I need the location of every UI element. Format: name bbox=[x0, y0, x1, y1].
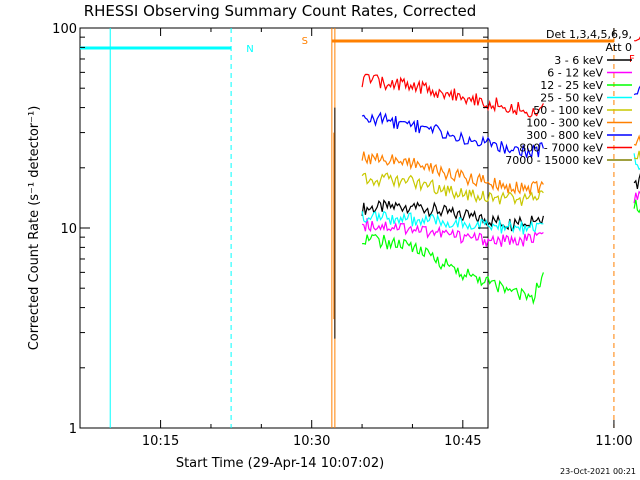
series-line-12-25-kev-seg2 bbox=[633, 199, 640, 214]
legend-label-300-800-kev: 300 - 800 keV bbox=[526, 129, 603, 142]
x-tick-label: 10:45 bbox=[444, 434, 481, 449]
saa-marker: S bbox=[302, 36, 308, 47]
legend-label-800-7000-kev: 800 - 7000 keV bbox=[519, 142, 603, 155]
y-tick-label: 10 bbox=[60, 222, 77, 237]
series-line-6-12-kev-seg1 bbox=[361, 218, 544, 247]
flare-marker: F bbox=[629, 54, 635, 65]
series-line-50-100-kev-seg1 bbox=[361, 172, 544, 206]
y-axis-label: Corrected Count Rate (s⁻¹ detector⁻¹) bbox=[27, 106, 42, 351]
legend-label-3-6-kev: 3 - 6 keV bbox=[554, 54, 603, 67]
series-lines bbox=[333, 36, 640, 339]
series-line-3-6-kev-seg1 bbox=[361, 199, 544, 232]
legend-label-25-50-kev: 25 - 50 keV bbox=[540, 92, 603, 105]
series-line-25-50-kev-seg1 bbox=[361, 210, 544, 235]
series-line-12-25-kev-seg1 bbox=[362, 233, 544, 306]
y-tick-label: 1 bbox=[69, 422, 77, 437]
x-tick-label: 10:30 bbox=[293, 434, 330, 449]
legend-label-12-25-kev: 12 - 25 keV bbox=[540, 79, 603, 92]
x-tick-label: 11:00 bbox=[595, 434, 632, 449]
series-line-300-800-kev-seg1 bbox=[361, 111, 544, 158]
x-tick-label: 10:15 bbox=[142, 434, 179, 449]
legend-label-50-100-kev: 50 - 100 keV bbox=[533, 104, 603, 117]
series-line-100-300-kev-seg1 bbox=[361, 151, 544, 195]
legend-label-6-12-kev: 6 - 12 keV bbox=[547, 67, 603, 80]
legend-det: Det 1,3,4,5,6,9, bbox=[546, 28, 632, 41]
chart-title: RHESSI Observing Summary Count Rates, Co… bbox=[84, 2, 477, 20]
timestamp: 23-Oct-2021 00:21 bbox=[560, 467, 636, 476]
legend-label-7000-15000-kev: 7000 - 15000 keV bbox=[505, 154, 603, 167]
legend-label-100-300-kev: 100 - 300 keV bbox=[526, 117, 603, 130]
series-line-800-7000-kev-seg1 bbox=[361, 73, 544, 118]
night-marker: N bbox=[246, 44, 253, 55]
legend-att: Att 0 bbox=[606, 41, 632, 54]
axes: 10:1510:3010:4511:0011:1511:3011:4511010… bbox=[52, 22, 632, 449]
series-line-800-7000-kev-seg2 bbox=[634, 36, 640, 42]
status-bars: N S F bbox=[80, 28, 635, 428]
y-tick-label: 100 bbox=[52, 22, 77, 37]
x-axis-label: Start Time (29-Apr-14 10:07:02) bbox=[176, 456, 384, 471]
series-line-300-800-kev-seg2 bbox=[633, 85, 640, 96]
